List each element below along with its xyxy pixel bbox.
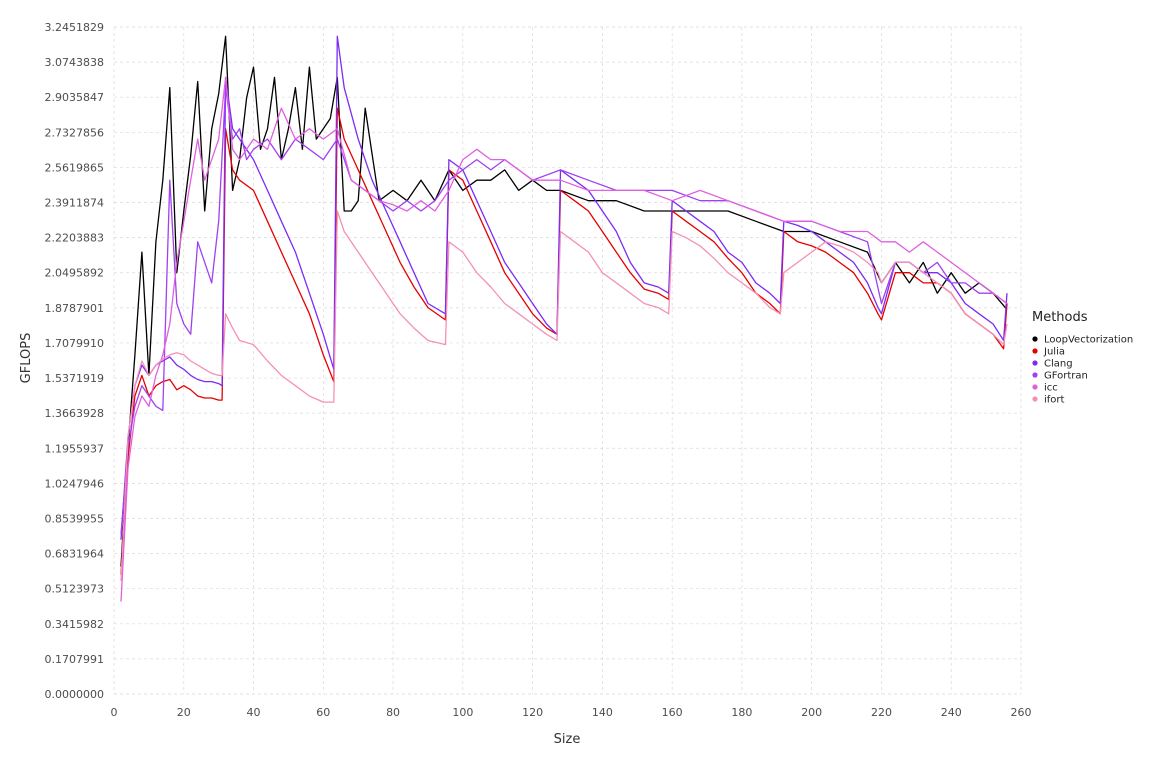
y-tick-label: 1.7079910 [45,337,105,350]
y-tick-label: 1.1955937 [45,442,105,455]
y-tick-label: 2.0495892 [45,267,105,280]
x-tick-label: 120 [522,706,543,719]
x-tick-label: 260 [1011,706,1032,719]
series-layer [120,35,1008,602]
legend-label: LoopVectorization [1044,335,1133,346]
grid [113,26,1022,695]
legend-swatch [1032,372,1038,378]
legend-label: Julia [1043,347,1065,358]
y-axis-title: GFLOPS [19,333,34,384]
y-tick-label: 1.3663928 [45,407,105,420]
x-tick-label: 20 [177,706,191,719]
y-tick-label: 3.2451829 [45,21,105,34]
x-tick-label: 0 [111,706,118,719]
x-axis: 0 20 40 60 80 100 120 140 160 180 200 220 240 260 [111,706,1032,719]
legend-swatch [1032,336,1038,342]
legend-label: icc [1044,383,1058,394]
x-tick-label: 60 [316,706,330,719]
series-line-julia [120,107,1008,575]
y-tick-label: 0.1707991 [45,653,105,666]
y-tick-label: 2.3911874 [45,197,105,210]
x-tick-label: 140 [592,706,613,719]
y-axis: 0.0000000 0.1707991 0.3415982 0.5123973 0.68… [45,21,105,701]
y-tick-label: 1.5371919 [45,372,105,385]
y-tick-label: 0.8539955 [45,512,105,525]
y-tick-label: 3.0743838 [45,56,105,69]
series-line-gfortran [120,87,1008,534]
x-tick-label: 200 [801,706,822,719]
x-tick-label: 40 [247,706,261,719]
legend: Methods LoopVectorizationJuliaClangGFort… [1032,310,1133,406]
y-tick-label: 0.3415982 [45,618,105,631]
y-tick-label: 2.9035847 [45,91,105,104]
y-tick-label: 0.5123973 [45,583,105,596]
y-tick-label: 1.0247946 [45,477,105,490]
legend-swatch [1032,348,1038,354]
legend-swatch [1032,360,1038,366]
y-tick-label: 2.2203883 [45,232,105,245]
x-tick-label: 100 [452,706,473,719]
y-tick-label: 0.0000000 [45,688,105,701]
legend-swatch [1032,396,1038,402]
legend-swatch [1032,384,1038,390]
legend-items: LoopVectorizationJuliaClangGFortraniccif… [1032,335,1133,406]
series-line-loopvectorization [120,35,1008,567]
series-line-clang [120,35,1008,540]
x-tick-label: 160 [662,706,683,719]
legend-label: Clang [1044,359,1073,370]
y-tick-label: 1.8787901 [45,302,105,315]
x-axis-title: Size [554,732,581,747]
y-tick-label: 2.7327856 [45,126,105,139]
series-line-ifort [120,210,1008,582]
y-tick-label: 0.6831964 [45,548,105,561]
y-tick-label: 2.5619865 [45,161,105,174]
x-tick-label: 180 [731,706,752,719]
x-tick-label: 220 [871,706,892,719]
series-line-icc [120,76,1008,602]
x-tick-label: 80 [386,706,400,719]
legend-label: ifort [1044,395,1065,406]
x-tick-label: 240 [941,706,962,719]
legend-title: Methods [1032,310,1088,325]
legend-label: GFortran [1044,371,1088,382]
